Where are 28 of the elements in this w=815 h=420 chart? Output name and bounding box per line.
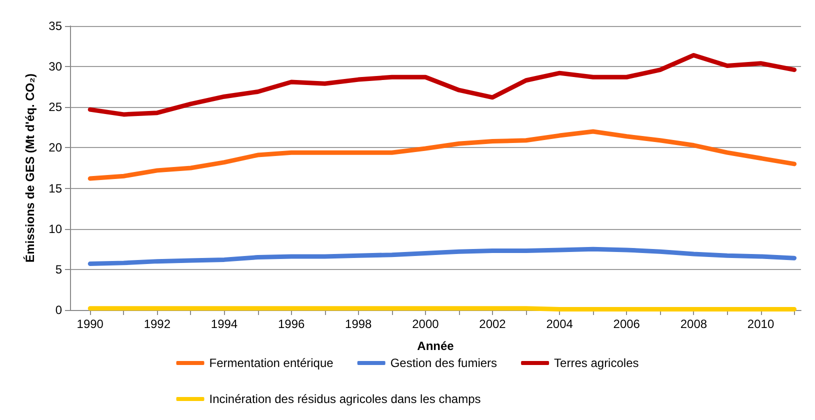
- x-tick-label: 2002: [479, 317, 506, 331]
- y-tick-label: 5: [55, 262, 62, 276]
- y-tick-label: 0: [55, 303, 62, 317]
- x-tick-label: 2006: [613, 317, 640, 331]
- legend-label: Incinération des résidus agricoles dans les champs: [209, 392, 481, 406]
- x-tick-label: 1990: [76, 317, 104, 331]
- y-tick-label: 25: [48, 100, 62, 114]
- line-series: [88, 129, 797, 181]
- x-tick-label: 1994: [210, 317, 238, 331]
- y-tick-label: 35: [48, 19, 62, 33]
- y-tick-label: 20: [48, 140, 62, 155]
- x-tick-label: 1998: [345, 317, 372, 331]
- legend-label: Terres agricoles: [554, 356, 639, 370]
- x-tick-label: 1996: [278, 317, 305, 331]
- legend-label: Fermentation entérique: [209, 356, 334, 370]
- line-series: [88, 52, 797, 117]
- line-series: [88, 246, 797, 266]
- x-tick-label: 2010: [747, 317, 774, 331]
- y-tick-label: 10: [48, 222, 62, 236]
- y-tick-label: 30: [48, 60, 62, 74]
- legend-label: Gestion des fumiers: [390, 356, 498, 370]
- x-tick-label: 2008: [680, 317, 708, 331]
- y-tick-label: 15: [48, 181, 62, 196]
- x-tick-label: 2000: [412, 317, 440, 331]
- y-axis-title: Émissions de GES (Mt d'éq. CO₂): [23, 74, 37, 262]
- x-tick-label: 1992: [144, 317, 171, 331]
- x-tick-label: 2004: [546, 317, 574, 331]
- x-axis-title: Année: [417, 339, 454, 353]
